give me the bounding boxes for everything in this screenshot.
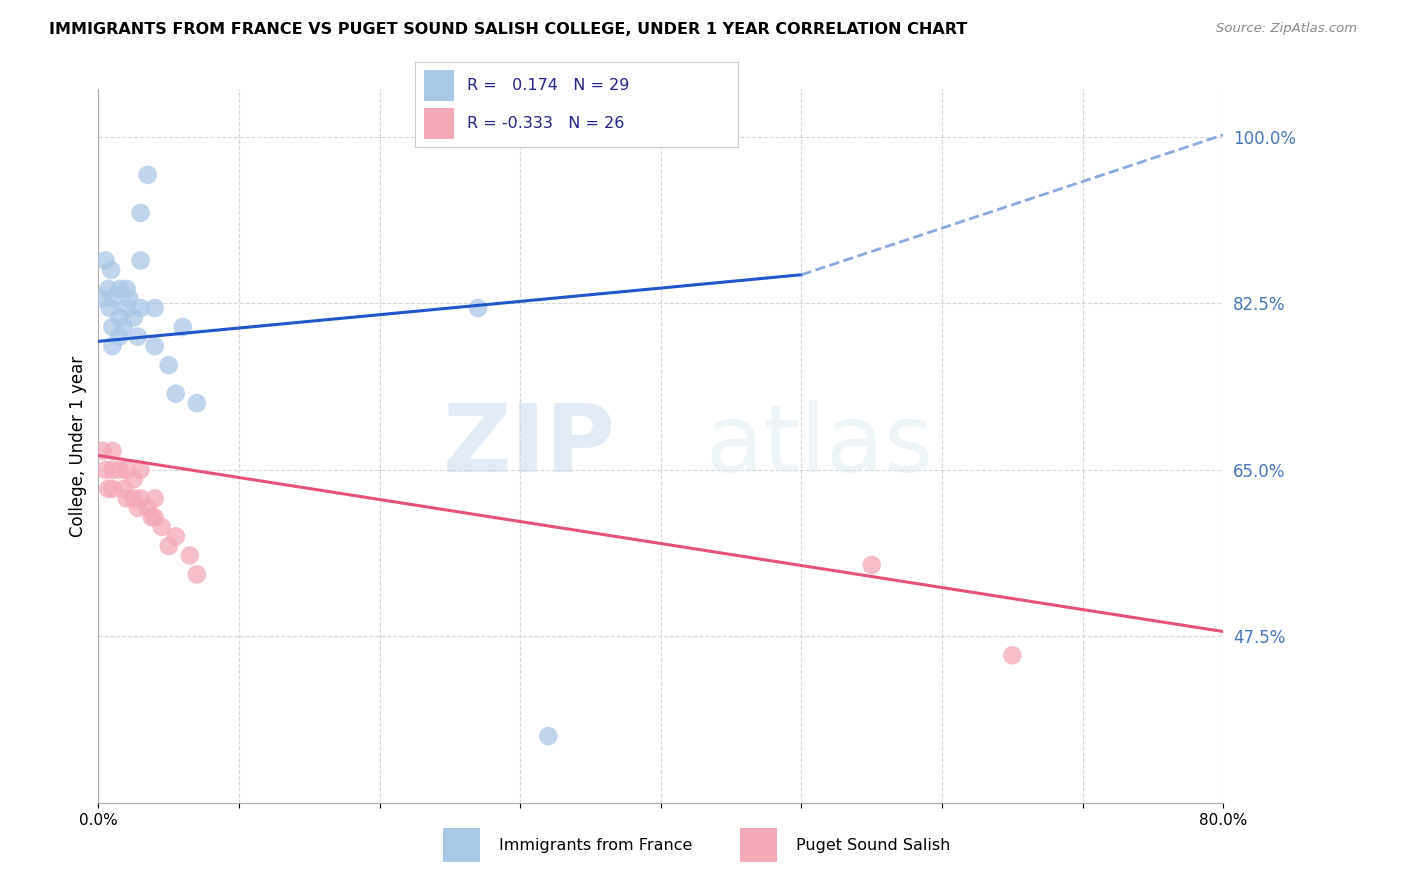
Point bbox=[129, 253, 152, 268]
Point bbox=[94, 253, 117, 268]
Point bbox=[101, 320, 124, 334]
FancyBboxPatch shape bbox=[425, 70, 454, 101]
Text: Puget Sound Salish: Puget Sound Salish bbox=[796, 838, 950, 853]
Point bbox=[129, 491, 152, 506]
Point bbox=[101, 443, 124, 458]
Y-axis label: College, Under 1 year: College, Under 1 year bbox=[69, 355, 87, 537]
Point bbox=[165, 529, 187, 543]
Point bbox=[143, 491, 166, 506]
Point bbox=[108, 463, 131, 477]
Point bbox=[122, 472, 145, 486]
Point bbox=[91, 443, 114, 458]
Point bbox=[186, 567, 208, 582]
Text: Source: ZipAtlas.com: Source: ZipAtlas.com bbox=[1216, 22, 1357, 36]
Point bbox=[101, 463, 124, 477]
Point bbox=[129, 206, 152, 220]
Point bbox=[129, 463, 152, 477]
Point bbox=[143, 301, 166, 315]
Point bbox=[1001, 648, 1024, 663]
Point bbox=[172, 320, 194, 334]
Point bbox=[143, 339, 166, 353]
Point bbox=[118, 292, 141, 306]
Point bbox=[101, 339, 124, 353]
Point bbox=[97, 482, 120, 496]
Point bbox=[115, 301, 138, 315]
Point bbox=[136, 168, 159, 182]
Point bbox=[101, 482, 124, 496]
Point bbox=[115, 491, 138, 506]
Point bbox=[94, 463, 117, 477]
Point bbox=[108, 329, 131, 343]
Text: Immigrants from France: Immigrants from France bbox=[499, 838, 692, 853]
Point bbox=[91, 292, 114, 306]
Point bbox=[112, 482, 135, 496]
Point bbox=[115, 463, 138, 477]
FancyBboxPatch shape bbox=[425, 108, 454, 139]
Point bbox=[157, 539, 180, 553]
Point bbox=[100, 263, 122, 277]
Point bbox=[98, 301, 121, 315]
Point bbox=[108, 310, 131, 325]
Point bbox=[108, 282, 131, 296]
Point bbox=[186, 396, 208, 410]
Point bbox=[115, 282, 138, 296]
Text: R = -0.333   N = 26: R = -0.333 N = 26 bbox=[467, 116, 624, 131]
Point bbox=[127, 500, 149, 515]
Text: atlas: atlas bbox=[706, 400, 934, 492]
Point bbox=[97, 282, 120, 296]
Point bbox=[157, 358, 180, 372]
FancyBboxPatch shape bbox=[740, 828, 778, 863]
FancyBboxPatch shape bbox=[443, 828, 481, 863]
Point bbox=[112, 320, 135, 334]
Point bbox=[141, 510, 163, 524]
Point bbox=[136, 500, 159, 515]
Point bbox=[165, 386, 187, 401]
Text: IMMIGRANTS FROM FRANCE VS PUGET SOUND SALISH COLLEGE, UNDER 1 YEAR CORRELATION C: IMMIGRANTS FROM FRANCE VS PUGET SOUND SA… bbox=[49, 22, 967, 37]
Point bbox=[860, 558, 883, 572]
Point bbox=[537, 729, 560, 743]
Point bbox=[150, 520, 173, 534]
Point bbox=[129, 301, 152, 315]
Text: R =   0.174   N = 29: R = 0.174 N = 29 bbox=[467, 78, 628, 93]
Point bbox=[467, 301, 489, 315]
Point bbox=[101, 292, 124, 306]
Point bbox=[122, 491, 145, 506]
Point bbox=[122, 310, 145, 325]
Text: ZIP: ZIP bbox=[443, 400, 616, 492]
Point bbox=[127, 329, 149, 343]
Point bbox=[179, 549, 201, 563]
Point bbox=[143, 510, 166, 524]
